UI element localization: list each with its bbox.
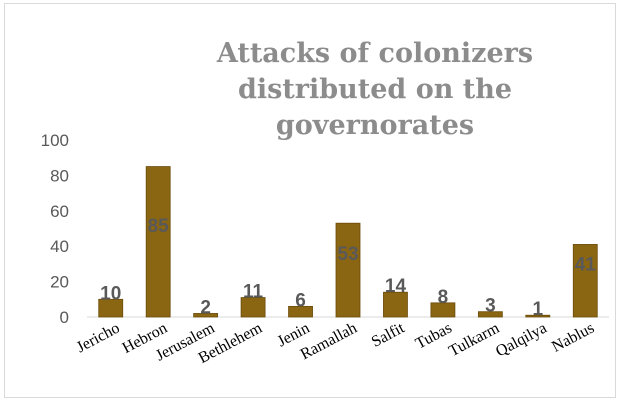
bar-tulkarm[interactable] <box>477 311 503 318</box>
x-tick-label-salfit: Salfit <box>369 319 408 351</box>
bar-chart-plot: 02040608010010Jericho85Hebron2Jerusalem1… <box>41 131 609 367</box>
data-label-jerusalem: 2 <box>200 297 211 318</box>
data-label-ramallah: 53 <box>337 244 358 265</box>
bar-qalqilya[interactable] <box>525 314 551 318</box>
data-label-qalqilya: 1 <box>533 299 544 320</box>
x-tick-label-tulkarm: Tulkarm <box>446 319 503 360</box>
y-tick-label: 80 <box>50 166 69 185</box>
data-label-salfit: 14 <box>385 276 407 297</box>
bar-jericho[interactable] <box>98 298 124 318</box>
y-tick-label: 100 <box>41 131 69 150</box>
data-label-jenin: 6 <box>295 290 306 311</box>
x-tick-label-qalqilya: Qalqilya <box>493 320 550 361</box>
data-label-tulkarm: 3 <box>485 296 496 317</box>
data-label-hebron: 85 <box>148 216 170 237</box>
data-label-jericho: 10 <box>100 283 121 304</box>
chart-title: Attacks of colonizers distributed on the… <box>216 38 534 141</box>
chart-frame: Attacks of colonizers distributed on the… <box>4 3 616 398</box>
bar-tubas[interactable] <box>430 302 456 318</box>
bar-hebron[interactable] <box>145 166 171 318</box>
bar-jenin[interactable] <box>288 305 313 318</box>
y-tick-label: 20 <box>50 273 69 292</box>
x-tick-label-jericho: Jericho <box>74 320 123 357</box>
y-tick-label: 60 <box>50 202 69 221</box>
bar-salfit[interactable] <box>383 291 408 318</box>
bar-bethlehem[interactable] <box>240 297 266 318</box>
bar-jerusalem[interactable] <box>193 313 219 318</box>
bar-ramallah[interactable] <box>335 222 361 318</box>
x-tick-label-nablus: Nablus <box>549 320 597 356</box>
y-tick-label: 0 <box>60 308 69 327</box>
data-label-tubas: 8 <box>438 287 449 308</box>
data-label-bethlehem: 11 <box>243 282 264 303</box>
y-tick-label: 40 <box>50 237 69 256</box>
data-label-nablus: 41 <box>575 255 597 276</box>
bar-nablus[interactable] <box>572 244 598 318</box>
